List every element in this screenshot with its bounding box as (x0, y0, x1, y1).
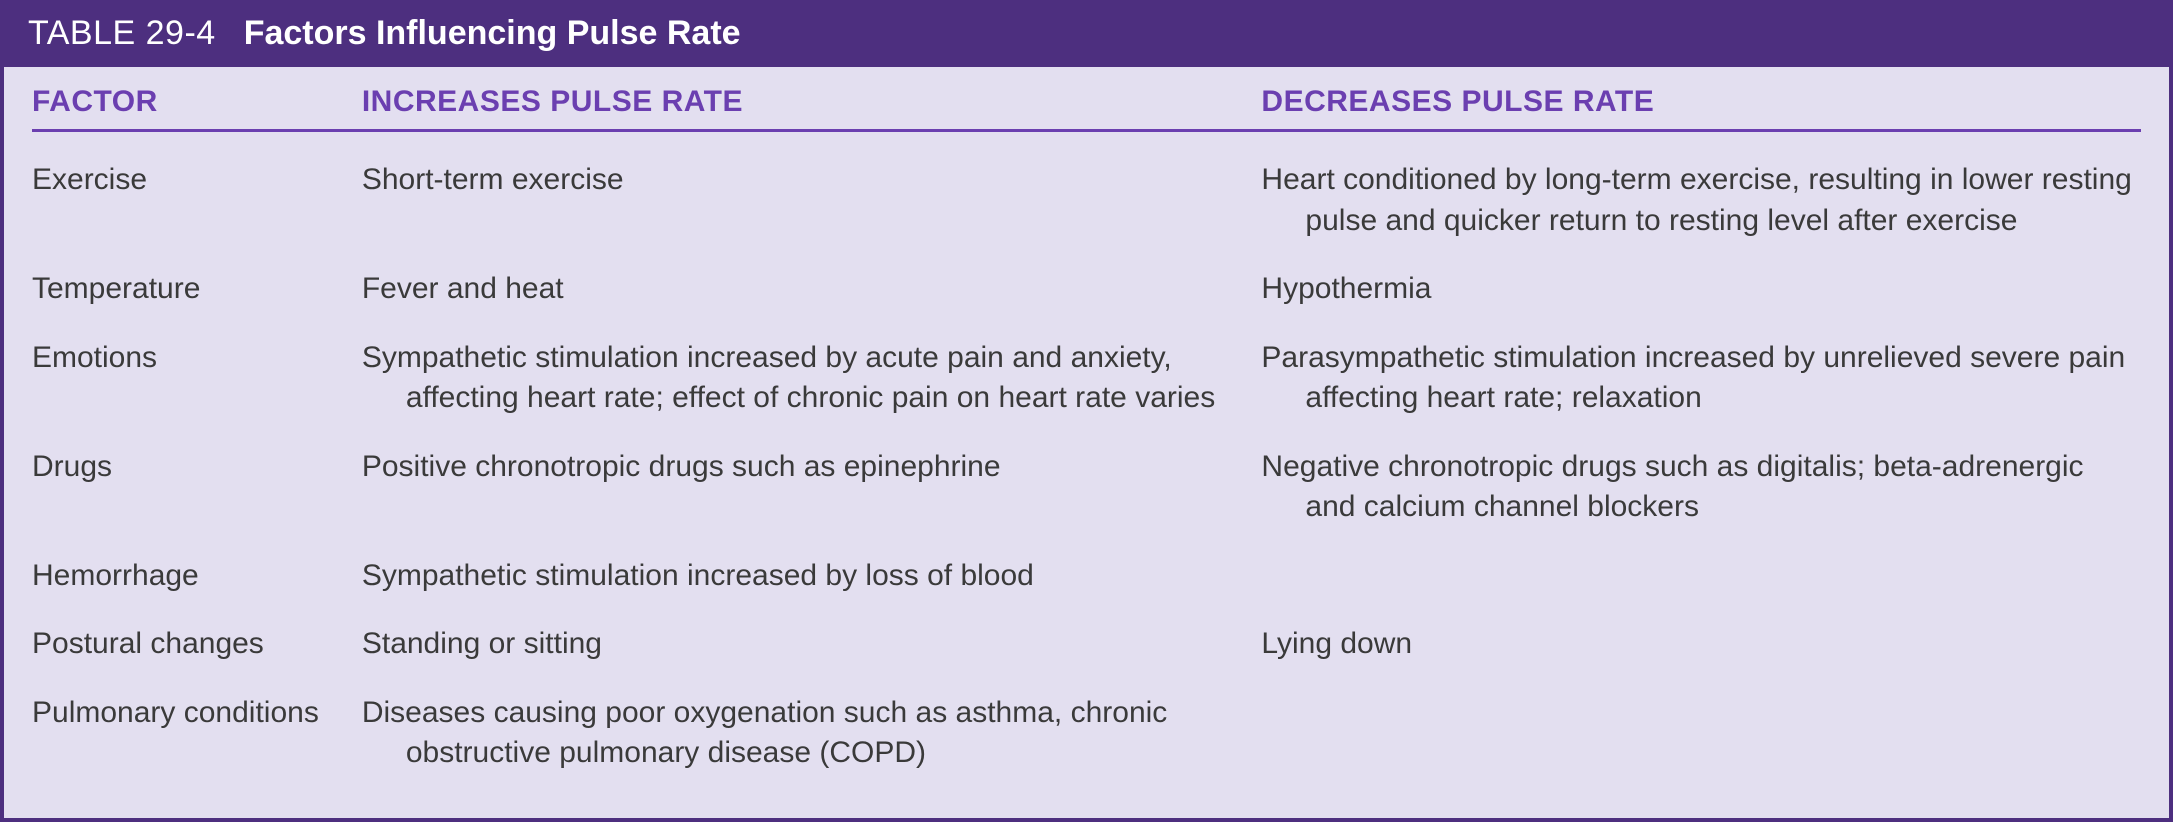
table-row: Pulmonary conditions Diseases causing po… (32, 683, 2141, 792)
table-row: Drugs Positive chronotropic drugs such a… (32, 437, 2141, 546)
cell-increase: Short-term exercise (362, 150, 1262, 219)
table-row: Exercise Short-term exercise Heart condi… (32, 150, 2141, 259)
table-body: FACTOR INCREASES PULSE RATE DECREASES PU… (4, 67, 2169, 818)
cell-factor: Postural changes (32, 614, 362, 683)
cell-decrease: Lying down (1261, 614, 2141, 683)
col-header-increase: INCREASES PULSE RATE (362, 85, 1262, 129)
cell-increase: Sympathetic stimulation increased by acu… (362, 328, 1262, 437)
cell-increase: Diseases causing poor oxygenation such a… (362, 683, 1262, 792)
cell-factor: Emotions (32, 328, 362, 397)
col-header-factor: FACTOR (32, 85, 362, 129)
cell-factor: Drugs (32, 437, 362, 506)
table-title-bar: TABLE 29-4 Factors Influencing Pulse Rate (4, 4, 2169, 67)
table-row: Temperature Fever and heat Hypothermia (32, 259, 2141, 328)
cell-factor: Temperature (32, 259, 362, 328)
cell-decrease: Hypothermia (1261, 259, 2141, 328)
cell-increase: Positive chronotropic drugs such as epin… (362, 437, 1262, 506)
column-header-row: FACTOR INCREASES PULSE RATE DECREASES PU… (32, 85, 2141, 129)
table-title-text: Factors Influencing Pulse Rate (244, 14, 741, 52)
header-rule (32, 129, 2141, 132)
cell-factor: Hemorrhage (32, 546, 362, 615)
cell-decrease (1261, 546, 2141, 574)
cell-decrease: Negative chronotropic drugs such as digi… (1261, 437, 2141, 546)
cell-decrease: Heart conditioned by long-term exercise,… (1261, 150, 2141, 259)
table-number: TABLE 29-4 (28, 14, 216, 52)
pulse-rate-factors-table: TABLE 29-4 Factors Influencing Pulse Rate… (0, 0, 2173, 822)
cell-increase: Fever and heat (362, 259, 1262, 328)
table-row: Emotions Sympathetic stimulation increas… (32, 328, 2141, 437)
cell-decrease: Parasympathetic stimulation increased by… (1261, 328, 2141, 437)
table-row: Postural changes Standing or sitting Lyi… (32, 614, 2141, 683)
cell-increase: Standing or sitting (362, 614, 1262, 683)
table-row: Hemorrhage Sympathetic stimulation incre… (32, 546, 2141, 615)
cell-decrease (1261, 683, 2141, 711)
cell-increase: Sympathetic stimulation increased by los… (362, 546, 1262, 615)
cell-factor: Exercise (32, 150, 362, 219)
cell-factor: Pulmonary conditions (32, 683, 362, 752)
col-header-decrease: DECREASES PULSE RATE (1261, 85, 2141, 129)
